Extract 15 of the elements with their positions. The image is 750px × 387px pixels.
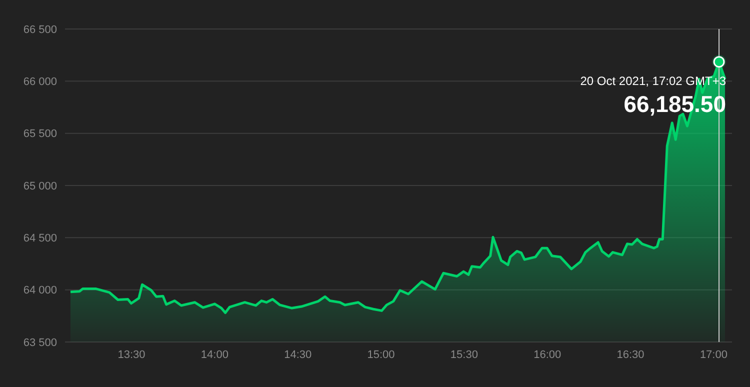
y-tick-label: 64 000	[23, 284, 57, 297]
x-tick-label: 15:30	[450, 348, 478, 361]
x-tick-label: 15:00	[367, 348, 395, 361]
x-tick-label: 16:30	[616, 348, 644, 361]
y-tick-label: 66 000	[23, 76, 57, 88]
x-tick-label: 14:00	[200, 348, 228, 361]
y-tick-label: 63 500	[23, 336, 57, 349]
y-tick-label: 65 000	[23, 180, 57, 192]
y-tick-label: 64 500	[23, 232, 57, 245]
x-tick-label: 13:30	[118, 348, 146, 361]
x-tick-label: 17:00	[700, 348, 728, 361]
y-tick-label: 66 500	[23, 24, 57, 36]
x-tick-label: 14:30	[284, 348, 312, 361]
x-tick-label: 16:00	[534, 348, 562, 361]
y-tick-label: 65 500	[23, 128, 57, 140]
